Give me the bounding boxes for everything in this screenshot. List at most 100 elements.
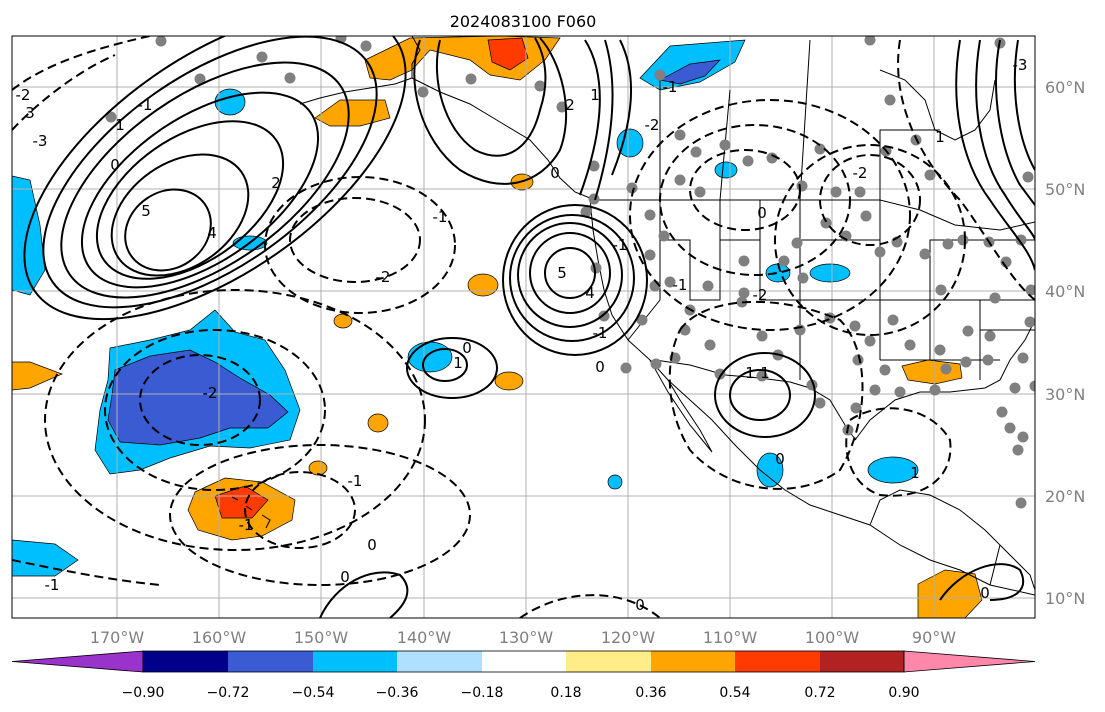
contour-label: 1 xyxy=(910,464,920,482)
contour-label: -1 xyxy=(45,576,60,594)
contour-subtropical-low-2 xyxy=(104,329,326,491)
state-lines-east xyxy=(930,239,1035,361)
station-marker xyxy=(636,314,648,326)
longitude-tick-label: 110°W xyxy=(703,628,758,647)
contour-pacific-low-1 xyxy=(289,197,421,283)
station-marker xyxy=(626,182,638,194)
colorbar-segment xyxy=(566,651,651,672)
contour-plains-low-2 xyxy=(774,144,966,336)
contour-lines xyxy=(12,36,1035,618)
station-marker xyxy=(742,155,754,167)
positive-anomaly-hawaii-core xyxy=(214,485,269,519)
hudson-bay xyxy=(879,69,996,141)
station-marker xyxy=(820,217,832,229)
negative-anomaly-blob-8 xyxy=(756,452,784,488)
colorbar-outline xyxy=(142,650,905,673)
negative-anomaly-blob-10 xyxy=(714,161,738,179)
positive-anomaly-west-edge xyxy=(12,361,63,391)
station-marker xyxy=(935,284,947,296)
station-marker xyxy=(650,358,662,370)
station-marker xyxy=(658,230,670,242)
contour-label: 2 xyxy=(271,174,281,192)
station-marker xyxy=(942,238,954,250)
negative-anomaly-blob-9 xyxy=(607,474,623,490)
station-marker xyxy=(465,73,477,85)
station-marker xyxy=(644,209,656,221)
positive-anomaly-core-alaska xyxy=(487,37,529,71)
station-marker xyxy=(702,280,714,292)
map-frame xyxy=(11,35,1036,619)
contour-coast-high-4 xyxy=(509,214,635,342)
positive-anomaly-blob-1 xyxy=(467,273,499,297)
station-marker xyxy=(887,314,899,326)
station-marker xyxy=(996,406,1008,418)
longitude-tick-labels: 170°W 160°W 150°W 140°W 130°W 120°W 110°W 100°W… xyxy=(90,628,956,647)
contour-label: 1 xyxy=(453,354,463,372)
colorbar-tick-label: 0.90 xyxy=(888,685,919,701)
station-marker xyxy=(155,36,167,47)
station-marker xyxy=(934,344,946,356)
us-canada-west-coast xyxy=(589,197,1035,596)
station-marker xyxy=(778,255,790,267)
station-marker xyxy=(1024,316,1035,328)
station-marker xyxy=(1012,444,1024,456)
station-marker xyxy=(796,180,808,192)
station-marker xyxy=(864,36,876,46)
negative-anomaly-west-edge-south xyxy=(12,539,79,577)
station-marker xyxy=(929,384,941,396)
station-marker xyxy=(738,287,750,299)
contour-east-ridge-2 xyxy=(975,39,1035,241)
contour-alaska-ridge-1 xyxy=(413,37,568,185)
contour-label: 1 xyxy=(745,364,755,382)
contour-label: -3 xyxy=(33,132,48,150)
latitude-tick-labels: 60°N 50°N 40°N 30°N 20°N 10°N xyxy=(1045,78,1085,608)
contour-coast-high-2 xyxy=(529,232,611,314)
contour-label: -3 xyxy=(1013,56,1028,74)
station-marker xyxy=(940,363,952,375)
station-marker xyxy=(791,237,803,249)
colorbar-tick-label: −0.90 xyxy=(122,685,165,701)
station-marker xyxy=(704,339,716,351)
colorbar-extend-low xyxy=(11,650,144,673)
latitude-tick-label: 60°N xyxy=(1045,78,1085,97)
gulf-of-mexico-coast xyxy=(854,319,1035,441)
contour-label: -1 xyxy=(239,516,254,534)
contour-label: 0 xyxy=(635,596,645,614)
contour-label: -1 xyxy=(673,276,688,294)
station-marker xyxy=(984,330,996,342)
station-marker xyxy=(534,80,546,92)
map-background xyxy=(12,36,1035,618)
latitude-tick-label: 10°N xyxy=(1045,589,1085,608)
contour-label: 3 xyxy=(25,104,35,122)
positive-anomaly-gulf-alaska xyxy=(314,99,391,127)
contour-label: 1 xyxy=(590,86,600,104)
colorbar xyxy=(11,650,1036,673)
station-marker xyxy=(1029,380,1035,392)
contour-west-high-1 xyxy=(124,188,212,272)
contour-west-high-2 xyxy=(110,153,250,277)
station-marker xyxy=(860,210,872,222)
contour-west-low xyxy=(12,36,151,131)
contour-coast-high-1 xyxy=(544,247,596,299)
longitude-tick-label: 150°W xyxy=(294,628,349,647)
station-marker xyxy=(982,354,994,366)
contour-east-ridge-3 xyxy=(995,39,1035,206)
station-marker xyxy=(919,248,931,260)
contour-label: 5 xyxy=(141,202,151,220)
contour-label: 0 xyxy=(775,450,785,468)
negative-anomaly-canada-core xyxy=(658,59,721,85)
contour-label: -1 xyxy=(663,78,678,96)
colorbar-tick-label: 0.36 xyxy=(635,685,666,701)
negative-anomaly-west-edge-north xyxy=(12,175,46,296)
longitude-tick-label: 160°W xyxy=(192,628,247,647)
contour-label: 0 xyxy=(462,339,472,357)
contour-gulf-low xyxy=(845,407,952,497)
station-marker xyxy=(794,324,806,336)
station-marker xyxy=(588,160,600,172)
contour-label: 2 xyxy=(565,96,575,114)
station-marker xyxy=(814,397,826,409)
station-marker xyxy=(989,292,1001,304)
station-marker xyxy=(850,402,862,414)
station-marker xyxy=(756,370,768,382)
contour-label: 0 xyxy=(595,358,605,376)
